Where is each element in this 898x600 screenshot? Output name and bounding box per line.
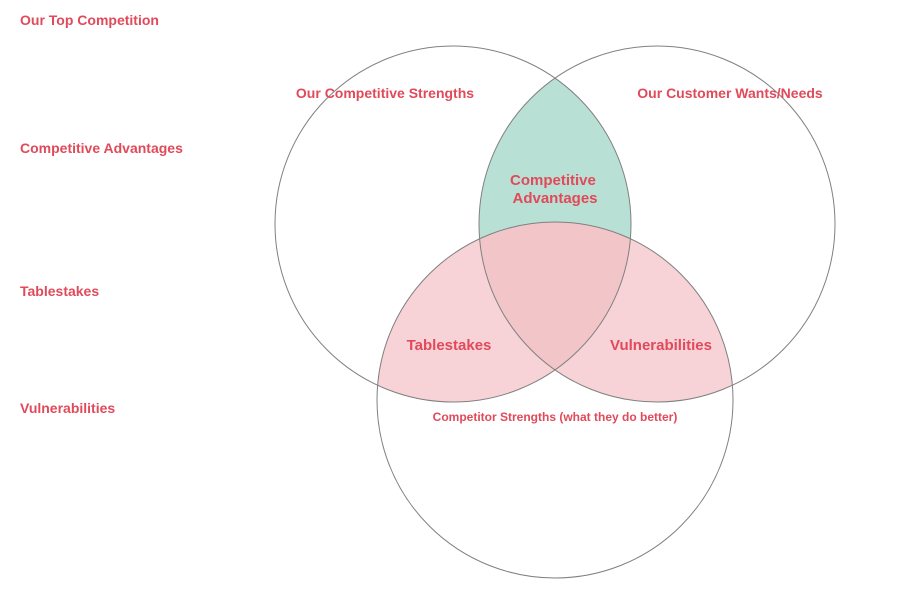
label-region-tablestakes: Tablestakes bbox=[407, 337, 492, 354]
label-circle-left: Our Competitive Strengths bbox=[296, 85, 474, 101]
label-region-vulnerabilities: Vulnerabilities bbox=[610, 337, 712, 354]
label-region-top: Competitive Advantages bbox=[510, 172, 600, 207]
label-circle-bottom: Competitor Strengths (what they do bette… bbox=[433, 410, 678, 424]
venn-svg: Our Competitive Strengths Our Customer W… bbox=[225, 0, 895, 600]
label-circle-right: Our Customer Wants/Needs bbox=[637, 85, 823, 101]
sidebar-item-vulnerabilities: Vulnerabilities bbox=[20, 400, 115, 416]
label-region-top-line1: Competitive bbox=[510, 172, 596, 189]
sidebar-item-top-competition: Our Top Competition bbox=[20, 12, 159, 28]
label-region-top-line2: Advantages bbox=[512, 190, 597, 207]
sidebar-item-tablestakes: Tablestakes bbox=[20, 283, 99, 299]
venn-diagram: Our Competitive Strengths Our Customer W… bbox=[225, 0, 895, 600]
sidebar-item-competitive-advantages: Competitive Advantages bbox=[20, 140, 183, 156]
